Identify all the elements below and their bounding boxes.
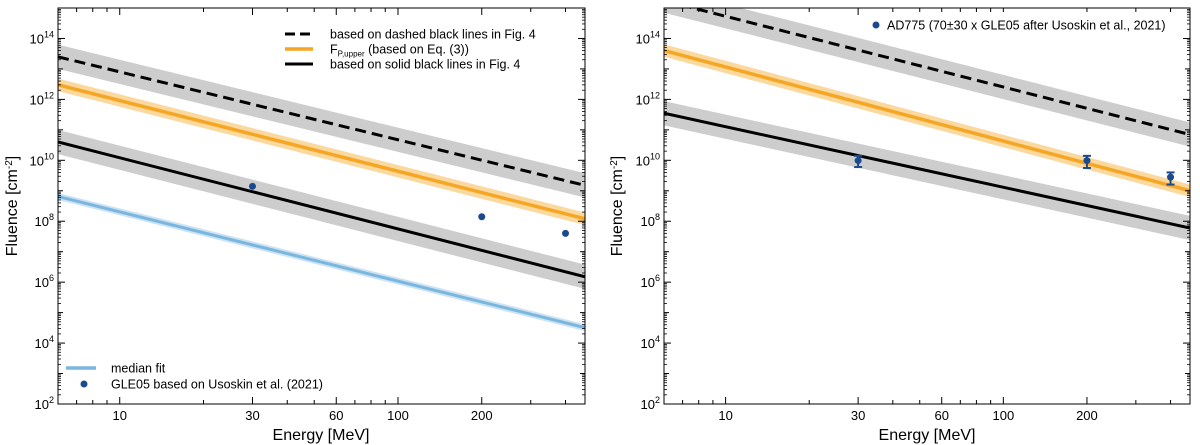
left-chart: 10 30 60 100 200 102 104 106 108 1010 1012 1014 Ene… — [4, 7, 586, 444]
legend-label-median-fit: median fit — [111, 362, 166, 376]
y-tick-label: 108 — [35, 212, 54, 229]
left-plot-frame — [57, 7, 586, 405]
x-tick-label: 200 — [471, 408, 493, 423]
y-tick-label: 102 — [35, 395, 54, 412]
series-line-2 — [664, 111, 1190, 230]
left-x-axis-label: Energy [MeV] — [273, 427, 370, 444]
x-tick-label: 100 — [992, 408, 1014, 423]
x-tick-label: 30 — [851, 408, 865, 423]
series-line-1 — [664, 48, 1190, 193]
data-point — [854, 157, 862, 165]
data-point — [1083, 157, 1091, 165]
left-y-axis-label: Fluence [cm-2] — [4, 156, 22, 257]
right-x-axis-label: Energy [MeV] — [879, 427, 976, 444]
legend-marker-gle05 — [80, 380, 88, 388]
y-tick-label: 1014 — [30, 29, 54, 46]
series-band-0 — [664, 8, 1190, 147]
x-tick-label: 10 — [112, 408, 126, 423]
series-band-0 — [58, 44, 585, 198]
right-legend: AD775 (70±30 x GLE05 after Usoskin et al… — [860, 12, 1186, 38]
left-axes: 10 30 60 100 200 102 104 106 108 1010 1012 1014 — [30, 7, 585, 423]
series-line-1 — [58, 83, 585, 221]
x-tick-label: 60 — [934, 408, 948, 423]
left-legend-top: based on dashed black lines in Fig. 4 FP… — [285, 28, 536, 72]
right-plot-frame — [663, 7, 1191, 405]
data-point — [562, 229, 570, 237]
left-plot-area — [58, 44, 585, 332]
legend-marker-ad775 — [872, 21, 880, 29]
y-tick-label: 106 — [641, 273, 660, 290]
y-tick-label: 106 — [35, 273, 54, 290]
data-point — [248, 182, 256, 190]
legend-label-gle05: GLE05 based on Usoskin et al. (2021) — [111, 378, 323, 392]
x-tick-label: 60 — [329, 408, 343, 423]
series-line-3 — [58, 195, 585, 330]
right-plot-area — [664, 8, 1190, 241]
right-y-axis-label: Fluence [cm-2] — [609, 156, 627, 257]
y-tick-label: 1012 — [636, 90, 660, 107]
x-tick-label: 200 — [1076, 408, 1098, 423]
x-tick-label: 30 — [245, 408, 259, 423]
left-legend-bottom: median fit GLE05 based on Usoskin et al.… — [66, 362, 323, 392]
x-tick-label: 10 — [718, 408, 732, 423]
x-tick-label: 100 — [387, 408, 409, 423]
y-tick-label: 1010 — [636, 151, 660, 168]
y-tick-label: 108 — [641, 212, 660, 229]
series-line-2 — [58, 140, 585, 279]
series-line-0 — [58, 55, 585, 187]
data-point — [1167, 173, 1175, 181]
y-tick-label: 1012 — [30, 90, 54, 107]
series-line-0 — [686, 8, 1190, 137]
right-axes: 10 30 60 100 200 102 104 106 108 1010 1012 1014 — [636, 7, 1190, 423]
right-legend-background — [860, 12, 1186, 38]
right-chart: 10 30 60 100 200 102 104 106 108 1010 1012 1014 Ene… — [609, 7, 1191, 444]
y-tick-label: 102 — [641, 395, 660, 412]
legend-label-fpupper: FP,upper (based on Eq. (3)) — [330, 43, 469, 59]
data-point — [478, 213, 486, 221]
y-tick-label: 1010 — [30, 151, 54, 168]
legend-label-dashed: based on dashed black lines in Fig. 4 — [330, 28, 536, 42]
y-tick-label: 104 — [641, 334, 660, 351]
legend-label-solid: based on solid black lines in Fig. 4 — [330, 58, 520, 72]
legend-label-ad775: AD775 (70±30 x GLE05 after Usoskin et al… — [887, 19, 1166, 33]
y-tick-label: 104 — [35, 334, 54, 351]
y-tick-label: 1014 — [636, 29, 660, 46]
